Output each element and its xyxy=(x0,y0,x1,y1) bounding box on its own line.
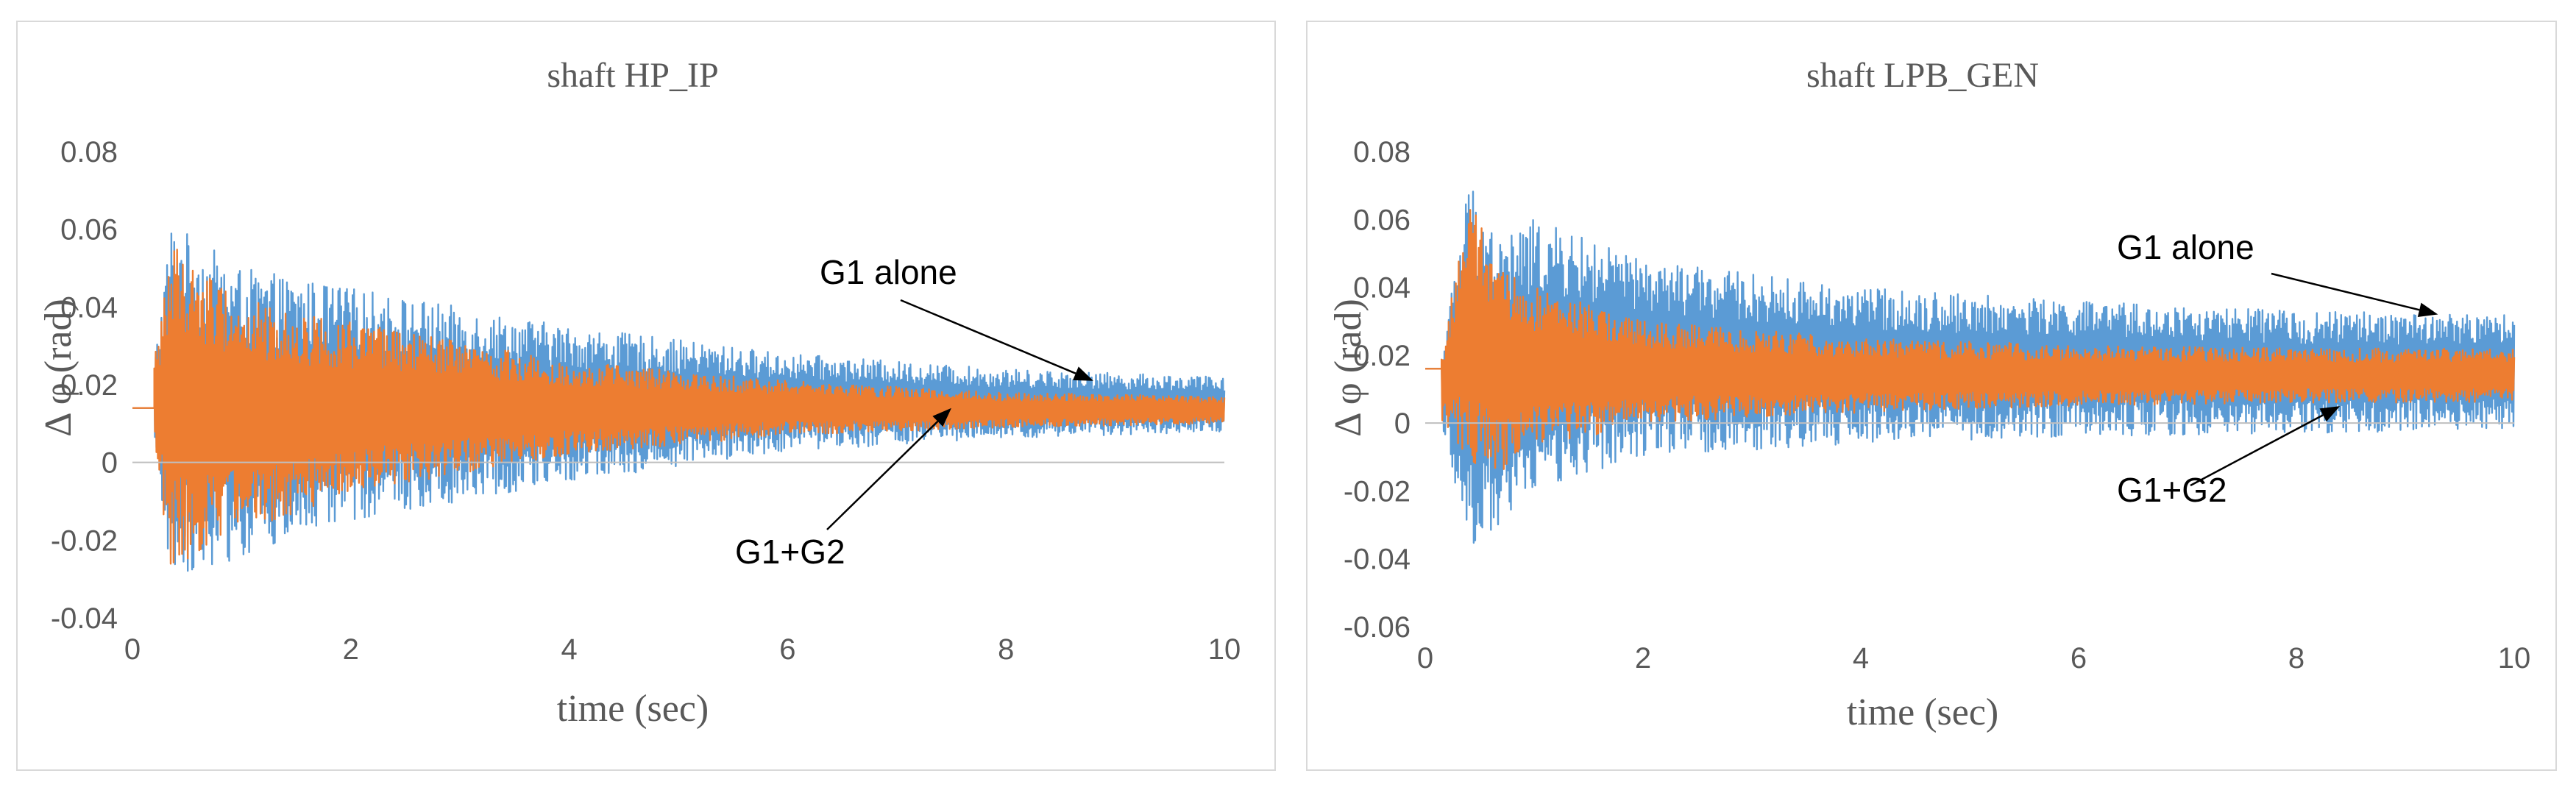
annotation-arrow-line xyxy=(900,299,1076,374)
y-tick-label: -0.04 xyxy=(51,602,118,635)
x-tick-label: 4 xyxy=(561,633,577,666)
chart-title: shaft HP_IP xyxy=(547,56,718,95)
y-tick-label: 0.02 xyxy=(1353,340,1411,372)
annotation-label: G1+G2 xyxy=(2117,471,2227,509)
annotation-label: G1+G2 xyxy=(735,533,845,571)
x-tick-label: 6 xyxy=(779,633,795,666)
y-tick-label: 0.08 xyxy=(60,136,118,168)
annotation-label: G1 alone xyxy=(2117,228,2254,266)
annotation-arrow-line xyxy=(826,420,939,530)
series-line-g1-g2 xyxy=(132,249,1226,565)
x-tick-label: 4 xyxy=(1853,642,1869,675)
y-tick-label: 0.08 xyxy=(1353,136,1411,168)
y-tick-label: 0 xyxy=(1394,408,1411,440)
y-tick-label: -0.02 xyxy=(1344,475,1411,508)
x-tick-label: 6 xyxy=(2071,642,2087,675)
annotation-arrow-head xyxy=(2319,406,2341,422)
series-line-g1-g2 xyxy=(1425,209,2516,470)
chart-lpb-gen: shaft LPB_GEN -0.06 -0.04 -0.02 0 0.02 0.04 0.… xyxy=(1327,56,2531,733)
annotation-arrow-head xyxy=(2417,302,2438,317)
y-tick-label: 0.02 xyxy=(60,369,118,402)
y-tick-label: 0.06 xyxy=(60,214,118,246)
annotation-arrow-head xyxy=(1073,366,1093,381)
y-axis-label: Δ φ (rad) xyxy=(38,299,79,437)
y-tick-label: 0.04 xyxy=(1353,272,1411,305)
x-tick-label: 2 xyxy=(343,633,359,666)
chart-panel-lpb-gen: shaft LPB_GEN -0.06 -0.04 -0.02 0 0.02 0.04 0.… xyxy=(1306,21,2557,771)
chart-title: shaft LPB_GEN xyxy=(1806,56,2039,95)
x-tick-label: 10 xyxy=(1208,633,1241,666)
chart-panel-hp-ip: shaft HP_IP -0.04 -0.02 0 0.02 0.04 0.06 0.08 … xyxy=(16,21,1276,771)
y-tick-label: 0.04 xyxy=(60,291,118,324)
y-tick-label: -0.02 xyxy=(51,524,118,557)
y-tick-label: 0 xyxy=(102,447,118,480)
x-tick-label: 8 xyxy=(2288,642,2304,675)
x-tick-label: 10 xyxy=(2498,642,2531,675)
y-tick-label: 0.06 xyxy=(1353,204,1411,236)
x-tick-label: 0 xyxy=(124,633,141,666)
series-line-g1-alone xyxy=(1425,191,2516,544)
x-tick-label: 2 xyxy=(1635,642,1651,675)
annotation-arrow-line xyxy=(2190,414,2324,487)
y-tick-label: -0.04 xyxy=(1344,544,1411,576)
y-tick-label: -0.06 xyxy=(1344,611,1411,644)
annotation-arrow-head xyxy=(932,408,951,427)
annotation-arrow-line xyxy=(2271,272,2420,311)
x-tick-label: 8 xyxy=(998,633,1014,666)
x-tick-label: 0 xyxy=(1417,642,1433,675)
annotation-label: G1 alone xyxy=(820,253,957,291)
x-axis-label: time (sec) xyxy=(1847,691,1998,733)
x-axis-label: time (sec) xyxy=(557,688,709,730)
chart-hp-ip: shaft HP_IP -0.04-0.0200.020.040.060.08 … xyxy=(38,56,1241,730)
y-axis-label: Δ φ (rad) xyxy=(1327,299,1369,437)
